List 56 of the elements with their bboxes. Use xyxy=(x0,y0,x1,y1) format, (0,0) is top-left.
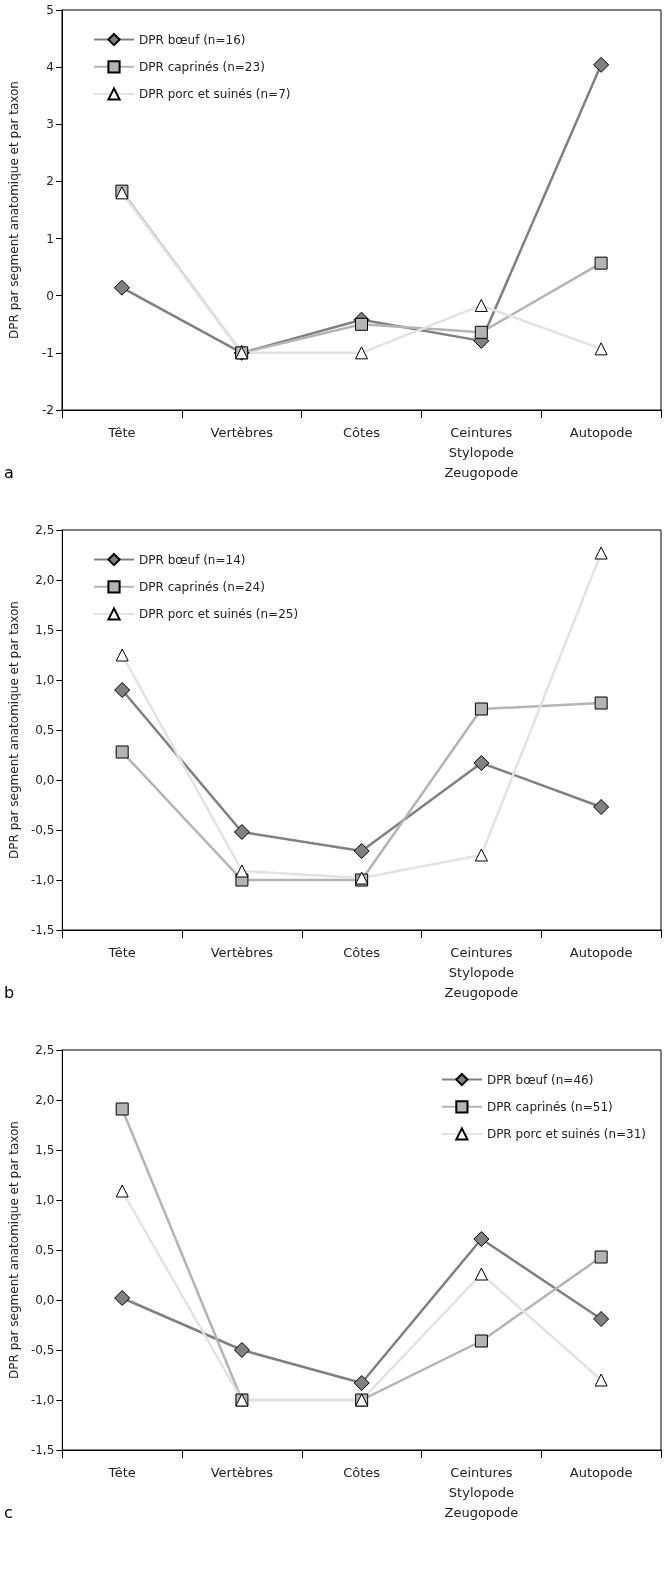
y-tick-label: -0,5 xyxy=(30,1343,55,1357)
y-tick-label: 1,0 xyxy=(35,673,55,687)
x-tick-label: Tête xyxy=(107,944,136,960)
x-tick-label: Côtes xyxy=(343,944,381,960)
y-tick-label: 1,5 xyxy=(35,1143,55,1157)
y-tick-label: 0 xyxy=(46,288,54,303)
y-tick-label: -1 xyxy=(42,345,54,360)
y-tick-label: 4 xyxy=(46,60,54,75)
legend-label: DPR caprinés (n=23) xyxy=(139,59,265,74)
x-tick-label: Vertèbres xyxy=(210,424,274,440)
y-tick-label: 2,0 xyxy=(35,573,55,587)
y-tick-label: -1,0 xyxy=(30,1393,55,1407)
legend-label: DPR bœuf (n=16) xyxy=(139,32,246,47)
x-tick-label: Côtes xyxy=(343,1464,381,1480)
y-tick-label: -1,5 xyxy=(30,923,55,937)
y-tick-label: 3 xyxy=(46,117,54,132)
x-tick-label: Tête xyxy=(107,424,136,440)
x-tick-label: Côtes xyxy=(343,424,381,440)
x-tick-label: Tête xyxy=(107,1464,136,1480)
y-tick-label: 0,5 xyxy=(35,1243,55,1257)
y-tick-label: 2,5 xyxy=(35,1043,55,1057)
legend-label: DPR porc et suinés (n=31) xyxy=(486,1127,647,1141)
x-tick-label: Ceintures Stylopode Zeugopode xyxy=(444,1464,519,1520)
y-tick-label: 0,0 xyxy=(35,773,55,787)
y-tick-label: -2 xyxy=(42,403,54,417)
y-tick-label: -1,5 xyxy=(30,1443,55,1457)
x-tick-label: Vertèbres xyxy=(210,1464,274,1480)
y-tick-label: -0,5 xyxy=(30,823,55,837)
x-tick-label: Ceintures Stylopode Zeugopode xyxy=(444,424,519,480)
y-axis-title: DPR par segment anatomique et par taxon xyxy=(7,1121,21,1379)
x-tick-label: Autopode xyxy=(569,944,633,960)
text: c xyxy=(4,1502,13,1522)
legend-label: DPR caprinés (n=51) xyxy=(486,1099,613,1114)
y-tick-label: 1,5 xyxy=(35,623,55,637)
legend-label: DPR porc et suinés (n=25) xyxy=(139,607,299,621)
legend-label: DPR bœuf (n=14) xyxy=(139,552,246,567)
y-tick-label: 2 xyxy=(46,174,54,189)
x-tick-label: Autopode xyxy=(569,424,633,440)
legend-label: DPR porc et suinés (n=7) xyxy=(139,87,291,101)
text: a xyxy=(4,462,14,482)
y-tick-label: 5 xyxy=(46,3,54,17)
y-axis-title: DPR par segment anatomique et par taxon xyxy=(7,601,21,859)
text: b xyxy=(4,982,15,1002)
y-tick-label: 0,5 xyxy=(35,723,55,737)
y-tick-label: -1,0 xyxy=(30,873,55,887)
y-tick-label: 1 xyxy=(46,231,54,246)
y-tick-label: 2,5 xyxy=(35,523,55,537)
x-tick-label: Ceintures Stylopode Zeugopode xyxy=(444,944,519,1000)
x-tick-label: Autopode xyxy=(569,1464,633,1480)
x-tick-label: Vertèbres xyxy=(210,944,274,960)
y-tick-label: 2,0 xyxy=(35,1093,55,1107)
legend-label: DPR bœuf (n=46) xyxy=(486,1072,594,1087)
legend-label: DPR caprinés (n=24) xyxy=(139,579,265,594)
y-tick-label: 0,0 xyxy=(35,1293,55,1307)
y-axis-title: DPR par segment anatomique et par taxon xyxy=(7,81,21,339)
y-tick-label: 1,0 xyxy=(35,1193,55,1207)
